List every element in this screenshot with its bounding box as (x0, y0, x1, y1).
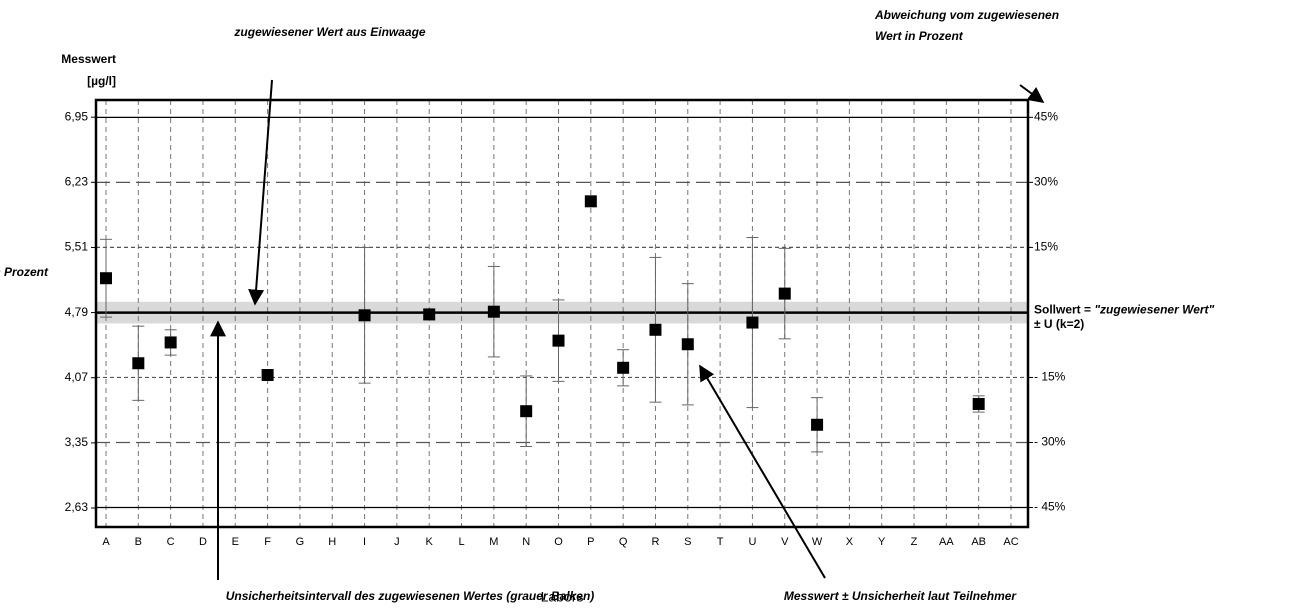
reference-label-part: Sollwert = (1034, 303, 1094, 317)
x-tick-label: E (232, 536, 239, 548)
x-tick-label: V (781, 536, 789, 548)
x-label: Labors (541, 589, 584, 605)
y-tick-label: 6,95 (65, 109, 89, 123)
y-tick-label: 2,63 (65, 500, 89, 514)
y-tick-label: 4,07 (65, 370, 89, 384)
reference-label: ± U (k=2) (1034, 317, 1084, 331)
marker (423, 308, 436, 321)
marker (358, 309, 371, 322)
marker (617, 361, 630, 374)
y-tick-label: 4,79 (65, 305, 89, 319)
marker (487, 305, 500, 318)
y-tick-label: 5,51 (65, 240, 89, 254)
x-tick-label: Q (619, 536, 628, 548)
plot: - 45% - 30% - 15% 15% 30% 45% Sollwert = "zuge… (65, 98, 1215, 548)
arrow (1019, 84, 1045, 103)
y2-tick-label: - 30% (1034, 435, 1066, 449)
y2-tick-label: 15% (1034, 240, 1058, 254)
marker (649, 323, 662, 336)
x-tick-label: K (426, 536, 434, 548)
y2-tick-label: 30% (1034, 175, 1058, 189)
y-tick-label: 6,23 (65, 174, 89, 188)
x-tick-label: C (167, 536, 175, 548)
marker (164, 336, 177, 349)
x-tick-label: D (199, 536, 207, 548)
marker (552, 334, 565, 347)
marker (746, 316, 759, 329)
x-tick-label: T (717, 536, 724, 548)
x-tick-label: S (684, 536, 691, 548)
x-tick-label: J (394, 536, 400, 548)
y2-tick-label: 45% (1034, 110, 1058, 124)
x-tick-label: O (554, 536, 563, 548)
x-tick-label: AB (971, 536, 986, 548)
marker (261, 369, 274, 382)
marker (100, 272, 112, 285)
reference-label: Sollwert = "zugewiesener Wert" (1034, 303, 1215, 317)
annotation: Abweichung vom zugewiesenen (874, 8, 1059, 22)
x-tick-label: I (363, 536, 366, 548)
y-label: [µg/l] (87, 74, 116, 88)
marker (520, 405, 533, 418)
annotation: Wert in Prozent (875, 29, 964, 43)
annotation: zugewiesener Wert aus Einwaage (233, 25, 426, 39)
reference-label-part: "zugewiesener Wert" (1094, 303, 1214, 317)
marker (584, 195, 597, 208)
annotation: Unsicherheitsintervall des zugewiesenen … (226, 589, 595, 603)
marker (132, 357, 145, 370)
x-tick-label: Y (878, 536, 886, 548)
x-tick-label: A (102, 536, 110, 548)
x-tick-label: N (522, 536, 530, 548)
x-tick-label: P (587, 536, 594, 548)
marker (681, 338, 694, 351)
x-tick-label: AC (1003, 536, 1018, 548)
x-tick-label: AA (939, 536, 954, 548)
y-tick-label: 3,35 (65, 435, 89, 449)
y-label: Messwert (61, 52, 116, 66)
x-tick-label: X (846, 536, 854, 548)
annotation: Messwert ± Unsicherheit laut Teilnehmer (784, 589, 1018, 603)
marker (811, 418, 824, 431)
annotation: in Prozent (0, 265, 49, 279)
marker (778, 287, 791, 300)
x-tick-label: W (812, 536, 823, 548)
x-tick-label: H (328, 536, 336, 548)
y2-tick-label: - 15% (1034, 370, 1066, 384)
x-tick-label: G (296, 536, 305, 548)
x-tick-label: Z (911, 536, 918, 548)
arrow (248, 79, 273, 306)
marker (972, 397, 985, 410)
x-tick-label: B (135, 536, 142, 548)
x-tick-label: M (489, 536, 498, 548)
x-tick-label: L (458, 536, 464, 548)
x-tick-label: F (264, 536, 271, 548)
arrow (699, 364, 826, 579)
y2-tick-label: - 45% (1034, 500, 1066, 514)
plot-frame (94, 98, 1030, 529)
x-tick-label: R (651, 536, 659, 548)
x-tick-label: U (748, 536, 756, 548)
